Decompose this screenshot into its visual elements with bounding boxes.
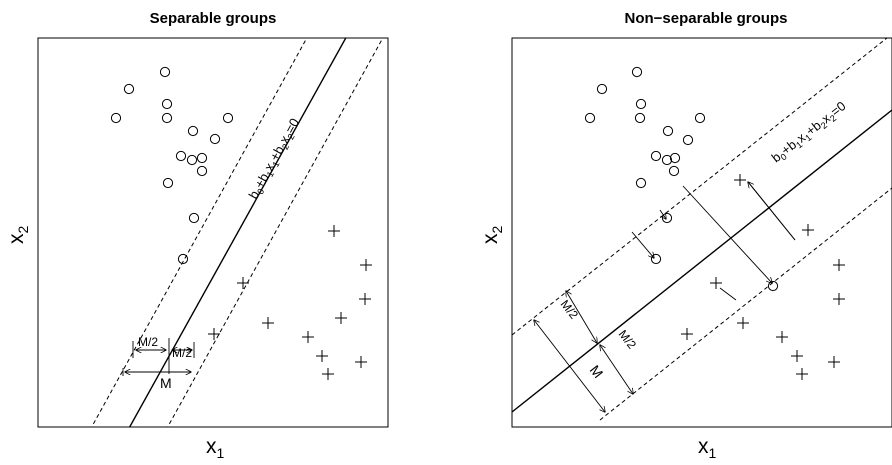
plus-point xyxy=(796,368,808,380)
panel-separable: Separable groups M/2 M/2 M b0+b1x1+b2x2=… xyxy=(5,10,389,461)
half-margin-label-b: M/2 xyxy=(172,346,192,360)
x-axis-label: x1 xyxy=(698,435,717,460)
circle-point xyxy=(584,112,596,124)
circle-point xyxy=(669,152,681,164)
full-margin-label: M xyxy=(160,375,172,391)
circle-point xyxy=(187,125,199,137)
circle-point xyxy=(631,66,643,78)
circle-point xyxy=(650,253,662,265)
hyperplane-equation: b0+b1x1+b2x2=0 xyxy=(246,116,304,203)
full-margin-label: M xyxy=(587,362,607,381)
margin-line-lower xyxy=(167,38,384,427)
plus-point xyxy=(360,259,372,271)
full-margin-arrow xyxy=(534,320,605,412)
y-axis-label: x2 xyxy=(5,226,31,245)
circle-point xyxy=(188,212,200,224)
circle-point xyxy=(159,66,171,78)
circle-point xyxy=(661,212,673,224)
slack-arrow xyxy=(631,231,654,258)
hyperplane-equation: b0+b1x1+b2x2=0 xyxy=(769,98,850,167)
circle-point xyxy=(668,165,680,177)
plus-point xyxy=(208,328,220,340)
half-margin-label-a: M/2 xyxy=(138,335,158,349)
circle-point xyxy=(634,112,646,124)
plus-point xyxy=(776,331,788,343)
y-axis-label: x2 xyxy=(479,226,505,245)
circle-point xyxy=(596,83,608,95)
circle-point xyxy=(222,112,234,124)
circle-point xyxy=(635,98,647,110)
plus-point xyxy=(737,317,749,329)
plot-frame xyxy=(37,37,389,428)
circle-point xyxy=(209,133,221,145)
circle-point xyxy=(175,150,187,162)
margin-line-lower xyxy=(599,187,892,421)
margin-line-upper xyxy=(512,38,888,336)
plus-point xyxy=(262,317,274,329)
plus-point xyxy=(833,293,845,305)
plus-point xyxy=(833,259,845,271)
circle-point xyxy=(635,177,647,189)
circle-point xyxy=(123,83,135,95)
circle-point xyxy=(661,154,673,166)
plus-point xyxy=(335,312,347,324)
circle-point xyxy=(650,150,662,162)
panel-title: Separable groups xyxy=(150,10,277,27)
circle-point xyxy=(177,253,189,265)
panel-non-separable: Non−separable groups M/2 M/2 M b0+b1x1+b… xyxy=(479,10,892,461)
circle-point xyxy=(161,98,173,110)
circle-point xyxy=(682,134,694,146)
circle-point xyxy=(196,165,208,177)
plus-point xyxy=(681,328,693,340)
hyperplane-line xyxy=(512,109,892,413)
hyperplane-line xyxy=(128,38,347,427)
circle-point xyxy=(694,112,706,124)
plus-point xyxy=(359,293,371,305)
plus-point xyxy=(328,225,340,237)
circle-point xyxy=(162,177,174,189)
circle-point xyxy=(767,280,779,292)
circle-point xyxy=(161,112,173,124)
half-margin-label-a: M/2 xyxy=(558,297,582,322)
plus-point xyxy=(734,174,746,186)
circle-point xyxy=(662,125,674,137)
plus-point xyxy=(828,356,840,368)
plus-point xyxy=(355,356,367,368)
plus-point xyxy=(302,331,314,343)
circle-point xyxy=(196,152,208,164)
plus-point xyxy=(802,224,814,236)
data-points xyxy=(110,66,372,380)
plus-point xyxy=(322,368,334,380)
plus-point xyxy=(237,277,249,289)
half-margin-label-b: M/2 xyxy=(616,327,640,352)
plus-point xyxy=(710,277,722,289)
panel-title: Non−separable groups xyxy=(625,10,788,27)
x-axis-label: x1 xyxy=(206,435,225,460)
plot-frame xyxy=(511,37,892,428)
margin-line-upper xyxy=(91,38,308,427)
circle-point xyxy=(186,154,198,166)
plus-point xyxy=(316,350,328,362)
plus-point xyxy=(791,350,803,362)
circle-point xyxy=(110,112,122,124)
data-points xyxy=(584,66,845,380)
